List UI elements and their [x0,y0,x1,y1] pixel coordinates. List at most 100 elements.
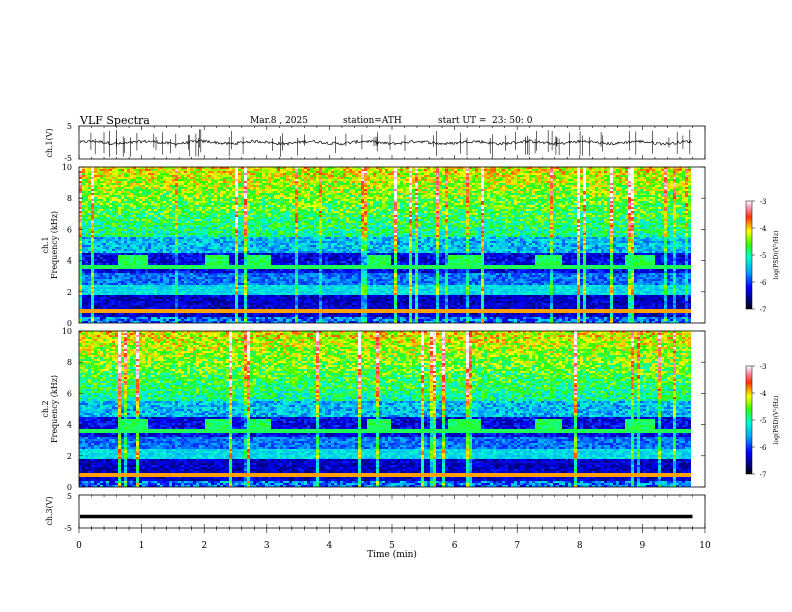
spectrogram-cell [163,307,166,309]
spectrogram-cell [148,185,151,187]
spectrogram-cell [232,191,235,193]
spectrogram-cell [211,215,214,217]
spectrogram-cell [193,217,196,219]
spectrogram-cell [136,275,139,277]
spectrogram-cell [169,169,172,171]
spectrogram-cell [112,181,115,183]
spectrogram-cell [154,201,157,203]
spectrogram-cell [238,237,241,239]
spectrogram-cell [244,219,247,221]
spectrogram-cell [187,249,190,251]
spectrogram-cell [160,301,163,303]
spectrogram-cell [208,209,211,211]
spectrogram-cell [106,313,109,315]
spectrogram-cell [118,279,121,281]
spectrogram-cell [214,301,217,303]
spectrogram-cell [262,225,265,227]
spectrogram-cell [121,271,124,273]
spectrogram-cell [163,203,166,205]
spectrogram-cell [157,253,160,255]
spectrogram-cell [178,247,181,249]
spectrogram-cell [232,269,235,271]
spectrogram-cell [256,289,259,291]
spectrogram-cell [262,179,265,181]
spectrogram-cell [121,285,124,287]
spectrogram-cell [166,321,169,323]
spectrogram-cell [142,299,145,301]
spectrogram-cell [88,237,91,239]
spectrogram-cell [256,223,259,225]
spectrogram-cell [130,271,133,273]
spectrogram-cell [220,215,223,217]
spectrogram-cell [187,241,190,243]
spectrogram-cell [217,199,220,201]
spectrogram-cell [139,221,142,223]
spectrogram-cell [247,197,250,199]
spectrogram-cell [205,269,208,271]
spectrogram-cell [79,219,82,221]
spectrogram-cell [127,225,130,227]
spectrogram-cell [172,179,175,181]
spectrogram-cell [208,175,211,177]
spectrogram-cell [178,287,181,289]
spectrogram-cell [217,215,220,217]
spectrogram-cell [91,181,94,183]
spectrogram-cell [136,277,139,279]
spectrogram-cell [244,271,247,273]
spectrogram-cell [184,197,187,199]
spectrogram-cell [160,289,163,291]
spectrogram-cell [223,231,226,233]
spectrogram-cell [259,265,262,267]
spectrogram-cell [139,281,142,283]
spectrogram-cell [220,167,223,169]
spectrogram-cell [82,227,85,229]
spectrogram-cell [250,297,253,299]
spectrogram-cell [127,203,130,205]
spectrogram-cell [172,175,175,177]
spectrogram-cell [244,171,247,173]
spectrogram-cell [190,185,193,187]
spectrogram-cell [94,243,97,245]
spectrogram-cell [121,283,124,285]
spectrogram-cell [103,179,106,181]
spectrogram-cell [85,309,88,311]
spectrogram-cell [199,295,202,297]
spectrogram-cell [148,285,151,287]
spectrogram-cell [232,261,235,263]
spectrogram-cell [103,283,106,285]
spectrogram-cell [223,287,226,289]
spectrogram-cell [187,253,190,255]
spectrogram-cell [112,287,115,289]
spectrogram-cell [175,303,178,305]
spectrogram-cell [154,301,157,303]
spectrogram-cell [79,209,82,211]
spectrogram-cell [214,275,217,277]
spectrogram-cell [115,265,118,267]
spectrogram-cell [94,199,97,201]
spectrogram-cell [259,263,262,265]
spectrogram-cell [244,283,247,285]
spectrogram-cell [133,235,136,237]
spectrogram-cell [166,297,169,299]
spectrogram-cell [88,295,91,297]
spectrogram-cell [160,187,163,189]
spectrogram-cell [202,173,205,175]
spectrogram-cell [121,299,124,301]
spectrogram-cell [109,303,112,305]
spectrogram-cell [178,183,181,185]
spectrogram-cell [106,229,109,231]
spectrogram-cell [112,225,115,227]
spectrogram-cell [151,267,154,269]
spectrogram-cell [205,171,208,173]
spectrogram-cell [85,181,88,183]
spectrogram-cell [190,211,193,213]
spectrogram-cell [97,205,100,207]
spectrogram-cell [220,213,223,215]
spectrogram-cell [262,237,265,239]
spectrogram-cell [178,201,181,203]
spectrogram-cell [106,189,109,191]
spectrogram-cell [127,313,130,315]
spectrogram-cell [262,213,265,215]
spectrogram-cell [175,277,178,279]
spectrogram-cell [118,227,121,229]
